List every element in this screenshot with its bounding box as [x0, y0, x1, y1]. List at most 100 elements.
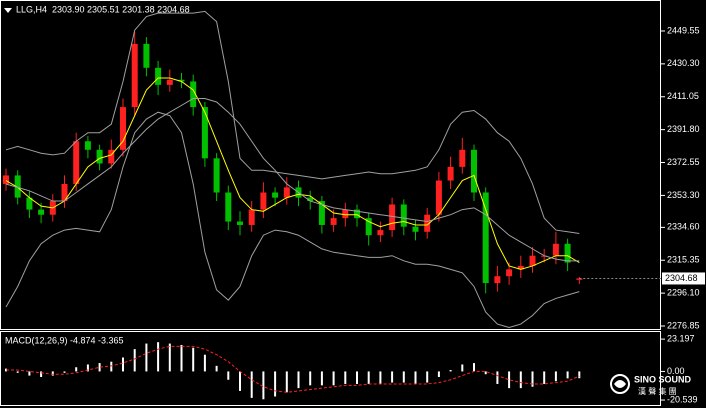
macd-bar [168, 343, 171, 372]
candle-body [459, 149, 466, 167]
macd-bar [484, 371, 487, 375]
candle-body [201, 107, 208, 159]
current-price-box [662, 272, 705, 285]
macd-bar [391, 371, 394, 383]
candle-body [412, 226, 419, 232]
macd-bar [262, 371, 265, 400]
macd-bar [28, 371, 31, 376]
candle-body [225, 192, 232, 222]
y-tick-label: 2296.10 [667, 288, 700, 298]
candle-body [283, 187, 290, 198]
macd-bar [239, 371, 241, 391]
signal-line [6, 345, 580, 393]
macd-bar [414, 371, 417, 384]
y-tick-label: 2391.80 [667, 124, 700, 134]
macd-frame [0, 331, 661, 406]
macd-bar [543, 371, 546, 384]
macd-bar [63, 371, 66, 373]
macd-bar [356, 371, 358, 384]
macd-bar [285, 371, 288, 393]
candle-body [14, 175, 21, 198]
macd-bar [98, 363, 101, 372]
logo-icon-inner [614, 380, 626, 388]
current-price-label: 2304.68 [665, 273, 698, 283]
candle-body [494, 276, 501, 284]
y-tick-label: -20.539 [667, 394, 698, 404]
candle-body [84, 141, 91, 150]
logo-subtext: 漢 聲 集 團 [638, 386, 677, 396]
macd-bar [215, 365, 218, 372]
candle-body [272, 192, 279, 198]
logo-text: SINO SOUND [634, 374, 692, 384]
logo-icon [610, 374, 630, 394]
macd-bar [180, 344, 183, 372]
macd-bar [203, 354, 206, 372]
macd-bar [496, 371, 499, 384]
macd-bar [16, 371, 19, 373]
y-tick-label: 23.197 [667, 333, 695, 343]
candle-body [354, 209, 360, 219]
candle-body [248, 209, 255, 225]
macd-bar [274, 371, 277, 397]
macd-bar [133, 349, 136, 372]
candle-body [377, 230, 384, 236]
candle-body [26, 197, 33, 210]
y-tick-label: 2372.55 [667, 157, 700, 167]
candle-body [61, 183, 68, 202]
macd-title: MACD(12,26,9) -4.874 -3.365 [5, 335, 124, 345]
candle-body [120, 107, 126, 150]
candle-body [482, 192, 489, 284]
macd-bar [426, 371, 429, 383]
macd-bar [461, 364, 464, 372]
candle-body [424, 214, 431, 232]
candle-body [96, 149, 103, 164]
macd-bar [297, 371, 300, 389]
candle-body [517, 265, 524, 270]
macd-bar [309, 371, 312, 386]
candle-body [108, 149, 115, 164]
macd-bar [192, 347, 195, 372]
macd-bar [86, 364, 89, 372]
price-frame [0, 0, 661, 330]
macd-bar [508, 371, 511, 389]
macd-bar [250, 371, 253, 398]
macd-bar [122, 357, 124, 372]
candle-body [190, 81, 197, 108]
candle-body [155, 67, 162, 85]
candle-body [3, 175, 9, 184]
macd-bar [332, 371, 335, 386]
y-tick-label: 0.00 [667, 366, 685, 376]
title-icon [4, 8, 12, 13]
y-tick-label: 2430.30 [667, 58, 700, 68]
macd-bar [519, 371, 522, 389]
candle-body [552, 243, 559, 256]
macd-bar [157, 342, 160, 372]
bollinger-band [5, 98, 580, 262]
bollinger-band [5, 111, 580, 328]
macd-bar [40, 371, 43, 377]
candle-body [73, 141, 80, 184]
y-tick-label: 2334.60 [667, 222, 700, 232]
macd-bar [367, 371, 370, 384]
macd-bar [320, 371, 323, 386]
macd-bar [227, 371, 230, 380]
macd-bar [75, 367, 78, 372]
candle-body [178, 79, 185, 82]
candle-body [38, 209, 45, 215]
y-tick-label: 2411.05 [667, 91, 699, 101]
y-tick-label: 2276.85 [667, 320, 700, 330]
macd-bar [402, 371, 405, 383]
y-tick-label: 2315.35 [667, 255, 700, 265]
candle-body [576, 278, 583, 280]
candle-body [365, 218, 372, 236]
candle-body [389, 204, 396, 231]
macd-bar [449, 370, 452, 372]
macd-bar [473, 363, 475, 372]
moving-average [5, 77, 580, 270]
macd-bar [379, 371, 382, 384]
candle-body [471, 149, 477, 193]
candle-body [318, 201, 325, 225]
candle-body [213, 158, 220, 193]
